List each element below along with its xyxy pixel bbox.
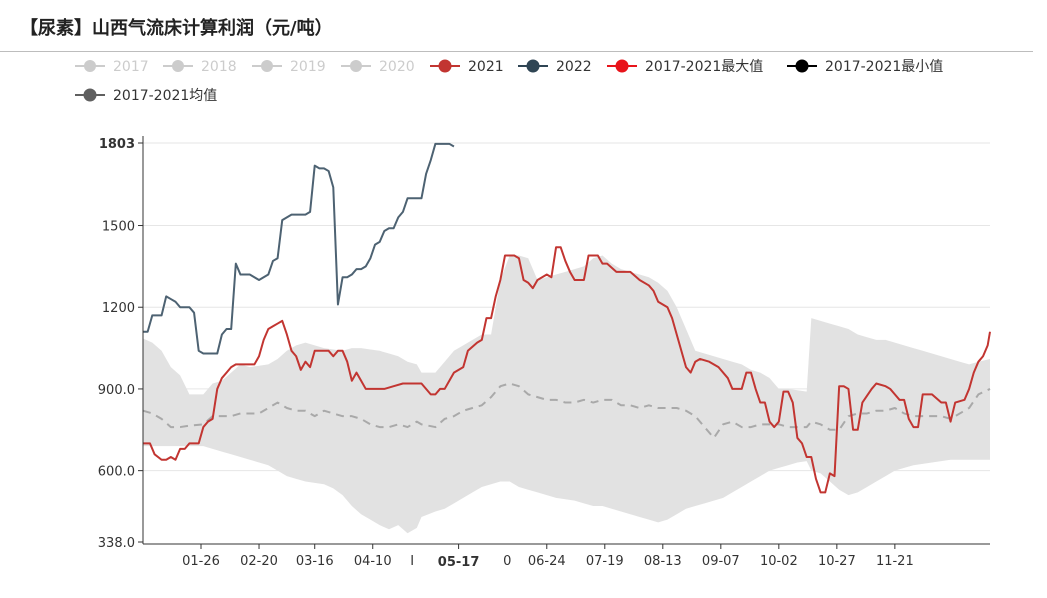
series-line-2021 bbox=[143, 246, 991, 494]
series-line-2017-2021均值 bbox=[142, 382, 991, 439]
legend-label: 2021 bbox=[468, 59, 504, 75]
x-tick-label-partial: I bbox=[410, 554, 414, 569]
y-tick-label: 1500 bbox=[102, 220, 135, 235]
x-tick-label: 10-27 bbox=[818, 554, 856, 569]
x-tick-label: 07-19 bbox=[586, 554, 624, 569]
y-tick-label: 1200 bbox=[102, 301, 135, 316]
x-tick-label: 11-21 bbox=[876, 554, 914, 569]
title-divider bbox=[0, 51, 1033, 52]
x-tick-label: 05-17 bbox=[438, 555, 480, 570]
legend-label: 2018 bbox=[201, 59, 237, 75]
chart-legend: 2017 2018 2019 2020 2021 2022 2017-2021最大值 2017… bbox=[75, 59, 943, 104]
series-layer bbox=[142, 142, 991, 494]
legend-item[interactable]: 2017-2021最大值 bbox=[607, 59, 763, 75]
x-tick-label: 09-07 bbox=[702, 554, 740, 569]
series-line-2022 bbox=[143, 142, 455, 355]
legend-marker bbox=[615, 59, 629, 73]
x-tick-label: 04-10 bbox=[354, 554, 392, 569]
legend-marker bbox=[172, 60, 184, 72]
legend-label: 2020 bbox=[379, 59, 415, 75]
y-tick-label: 900.0 bbox=[98, 383, 135, 398]
x-tick-label-partial: 0 bbox=[503, 554, 511, 569]
legend-item[interactable]: 2022 bbox=[518, 59, 592, 75]
x-tick-label: 03-16 bbox=[296, 554, 334, 569]
legend-item[interactable]: 2021 bbox=[430, 59, 504, 75]
range-band-layer bbox=[143, 255, 990, 534]
legend-item[interactable]: 2017 bbox=[75, 59, 149, 75]
legend-marker bbox=[795, 59, 809, 73]
legend-item[interactable]: 2018 bbox=[163, 59, 237, 75]
max-min-band bbox=[143, 255, 990, 534]
x-tick-label: 06-24 bbox=[528, 554, 566, 569]
legend-marker bbox=[526, 59, 540, 73]
x-tick-label: 10-02 bbox=[760, 554, 798, 569]
y-tick-label: 1803 bbox=[99, 137, 135, 152]
legend-label: 2017-2021均值 bbox=[113, 88, 217, 104]
x-tick-label: 08-13 bbox=[644, 554, 682, 569]
y-tick-label: 600.0 bbox=[98, 465, 135, 480]
chart-title: 【尿素】山西气流床计算利润（元/吨） bbox=[20, 18, 333, 39]
axes: 338.0 600.0 900.0 1200 1500 1803 01-26 02-20 03-… bbox=[98, 136, 990, 570]
legend-item[interactable]: 2017-2021均值 bbox=[75, 88, 217, 104]
legend-label: 2019 bbox=[290, 59, 326, 75]
y-tick-label: 338.0 bbox=[98, 536, 135, 551]
legend-marker bbox=[84, 60, 96, 72]
legend-marker bbox=[350, 60, 362, 72]
legend-label: 2017-2021最大值 bbox=[645, 59, 763, 75]
legend-item[interactable]: 2017-2021最小值 bbox=[787, 59, 943, 75]
legend-item[interactable]: 2019 bbox=[252, 59, 326, 75]
x-tick-label: 02-20 bbox=[240, 554, 278, 569]
x-tick-label: 01-26 bbox=[182, 554, 220, 569]
legend-label: 2022 bbox=[556, 59, 592, 75]
legend-marker bbox=[83, 88, 97, 102]
legend-marker bbox=[438, 59, 452, 73]
legend-label: 2017 bbox=[113, 59, 149, 75]
legend-item[interactable]: 2020 bbox=[341, 59, 415, 75]
legend-marker bbox=[261, 60, 273, 72]
legend-label: 2017-2021最小值 bbox=[825, 59, 943, 75]
